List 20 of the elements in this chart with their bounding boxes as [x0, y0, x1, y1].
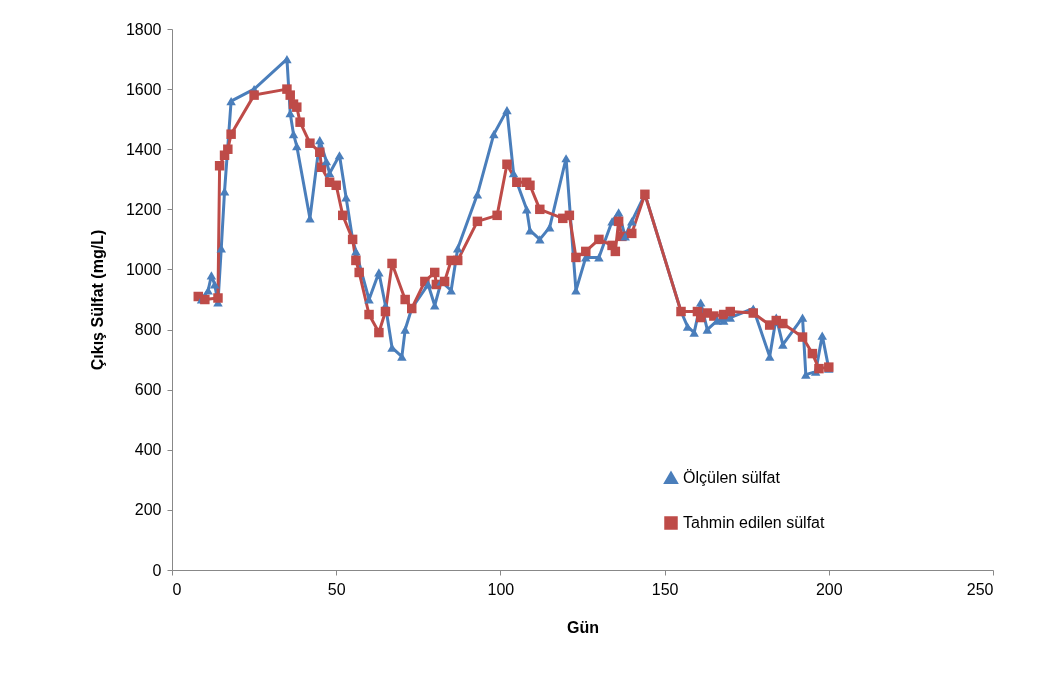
x-tick-label: 0 — [172, 580, 182, 598]
x-tick-label: 200 — [815, 580, 843, 598]
y-tick-label: 0 — [152, 561, 162, 579]
x-tick-label: 100 — [487, 580, 515, 598]
legend-label: Tahmin edilen sülfat — [683, 514, 825, 531]
x-tick-label: 150 — [651, 580, 679, 598]
y-tick-label: 1600 — [125, 80, 162, 98]
x-tick-label: 50 — [327, 580, 346, 598]
x-axis-title: Gün — [567, 618, 599, 636]
legend-label: Ölçülen sülfat — [683, 469, 781, 486]
y-tick-label: 200 — [134, 501, 162, 519]
y-axis-title: Çıkış Sülfat (mg/L) — [88, 229, 106, 371]
y-tick-label: 1000 — [125, 260, 162, 278]
y-tick-label: 800 — [134, 321, 162, 339]
y-tick-label: 1200 — [125, 200, 162, 218]
y-tick-label: 600 — [134, 381, 162, 399]
x-tick-label: 250 — [966, 580, 994, 598]
y-tick-label: 400 — [134, 441, 162, 459]
y-tick-label: 1800 — [125, 20, 162, 38]
y-tick-label: 1400 — [125, 140, 162, 158]
